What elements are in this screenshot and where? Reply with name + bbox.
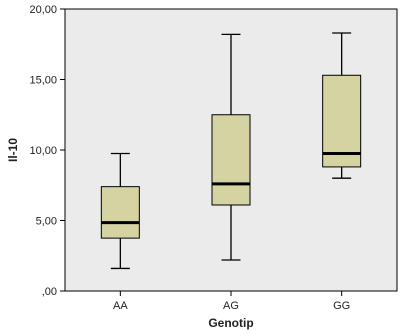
box-ag [211, 33, 251, 261]
iqr-box [211, 114, 251, 206]
x-axis: AA AG GG [113, 291, 350, 312]
box-gg [322, 32, 362, 179]
x-axis-title: Genotip [208, 316, 253, 330]
iqr-box [100, 186, 140, 239]
y-axis-title: Il-10 [6, 138, 20, 162]
y-tick-label: ,00 [42, 286, 57, 298]
y-tick-label: 20,00 [29, 4, 57, 16]
x-tick-label: AA [113, 300, 128, 312]
x-tick-label: GG [333, 300, 350, 312]
iqr-box [322, 74, 362, 168]
y-axis: ,00 5,00 10,00 15,00 20,00 [29, 4, 65, 298]
box-aa [100, 152, 140, 270]
y-tick-label: 5,00 [36, 216, 57, 228]
x-tick-label: AG [223, 300, 239, 312]
y-tick-label: 10,00 [29, 145, 57, 157]
box-series [100, 32, 362, 270]
y-tick-label: 15,00 [29, 75, 57, 87]
